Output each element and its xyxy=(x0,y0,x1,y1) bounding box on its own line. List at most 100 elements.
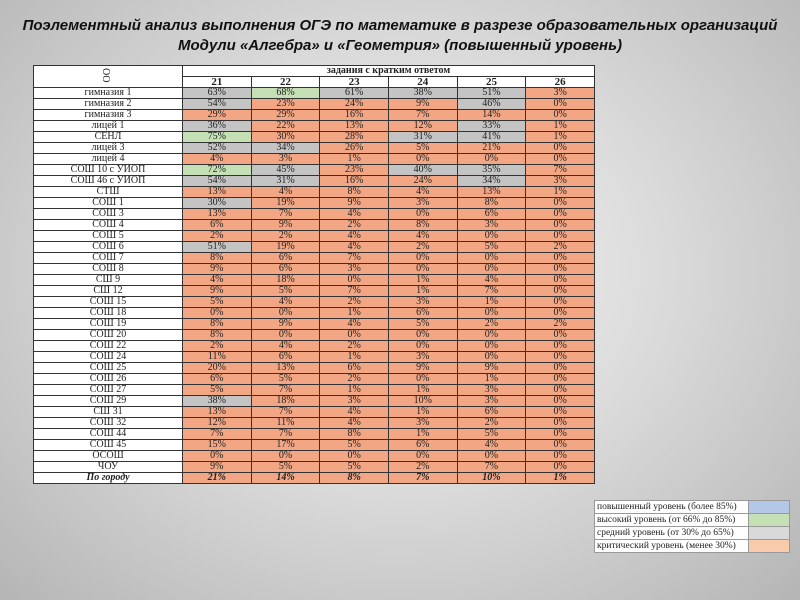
percent-cell: 23% xyxy=(250,98,321,110)
percent-cell: 13% xyxy=(319,120,389,132)
percent-cell: 8% xyxy=(387,219,458,231)
percent-cell: 3% xyxy=(525,87,595,99)
percent-cell: 38% xyxy=(387,87,458,99)
percent-cell: 2% xyxy=(525,241,595,253)
table-row: ОСОШ 0% 0% 0% 0% 0% 0% xyxy=(33,450,595,462)
percent-cell: 0% xyxy=(387,252,458,264)
percent-cell: 9% xyxy=(387,98,458,110)
percent-cell: 1% xyxy=(456,296,527,308)
percent-cell: 17% xyxy=(250,439,321,451)
percent-cell: 0% xyxy=(182,450,252,462)
percent-cell: 2% xyxy=(182,230,252,242)
percent-cell: 28% xyxy=(319,131,389,143)
percent-cell: 7% xyxy=(250,406,321,418)
group-header: задания с кратким ответом xyxy=(182,65,595,77)
school-name: СОШ 29 xyxy=(33,395,183,407)
percent-cell: 8% xyxy=(319,472,389,484)
percent-cell: 31% xyxy=(387,131,458,143)
percent-cell: 13% xyxy=(182,406,252,418)
legend-label: средний уровень (от 30% до 65%) xyxy=(594,526,749,540)
percent-cell: 0% xyxy=(525,274,595,286)
table-row: СОШ 24 11% 6% 1% 3% 0% 0% xyxy=(33,351,595,363)
percent-cell: 7% xyxy=(387,472,458,484)
table-row: СШ 9 4% 18% 0% 1% 4% 0% xyxy=(33,274,595,286)
percent-cell: 4% xyxy=(250,340,321,352)
percent-cell: 72% xyxy=(182,164,252,176)
table-row: СОШ 46 с УИОП 54% 31% 16% 24% 34% 3% xyxy=(33,175,595,187)
percent-cell: 1% xyxy=(387,274,458,286)
percent-cell: 6% xyxy=(250,351,321,363)
percent-cell: 7% xyxy=(319,285,389,297)
percent-cell: 41% xyxy=(456,131,527,143)
percent-cell: 9% xyxy=(182,285,252,297)
school-name: СТШ xyxy=(33,186,183,198)
percent-cell: 4% xyxy=(319,241,389,253)
school-name: СОШ 3 xyxy=(33,208,183,220)
percent-cell: 6% xyxy=(387,439,458,451)
table-row: СОШ 19 8% 9% 4% 5% 2% 2% xyxy=(33,318,595,330)
percent-cell: 3% xyxy=(387,197,458,209)
percent-cell: 18% xyxy=(250,395,321,407)
school-name: ЧОУ xyxy=(33,461,183,473)
percent-cell: 6% xyxy=(182,373,252,385)
percent-cell: 21% xyxy=(456,142,527,154)
percent-cell: 4% xyxy=(319,230,389,242)
percent-cell: 4% xyxy=(250,296,321,308)
percent-cell: 51% xyxy=(182,241,252,253)
percent-cell: 45% xyxy=(250,164,321,176)
percent-cell: 3% xyxy=(387,351,458,363)
percent-cell: 4% xyxy=(456,274,527,286)
percent-cell: 1% xyxy=(387,406,458,418)
results-table: ОО задания с кратким ответом 21 22 23 24 25 2… xyxy=(33,65,595,484)
percent-cell: 1% xyxy=(456,373,527,385)
percent-cell: 5% xyxy=(319,439,389,451)
school-name: По городу xyxy=(33,472,183,484)
table-row: СОШ 32 12% 11% 4% 3% 2% 0% xyxy=(33,417,595,429)
school-name: СОШ 7 xyxy=(33,252,183,264)
percent-cell: 54% xyxy=(182,175,252,187)
percent-cell: 9% xyxy=(387,362,458,374)
percent-cell: 2% xyxy=(456,318,527,330)
percent-cell: 9% xyxy=(319,197,389,209)
table-row: СОШ 6 51% 19% 4% 2% 5% 2% xyxy=(33,241,595,253)
column-header-22: 22 xyxy=(250,76,321,88)
percent-cell: 0% xyxy=(456,252,527,264)
school-name: СОШ 26 xyxy=(33,373,183,385)
percent-cell: 9% xyxy=(250,318,321,330)
percent-cell: 0% xyxy=(456,450,527,462)
school-name: СОШ 22 xyxy=(33,340,183,352)
percent-cell: 4% xyxy=(456,439,527,451)
percent-cell: 7% xyxy=(525,164,595,176)
percent-cell: 54% xyxy=(182,98,252,110)
percent-cell: 3% xyxy=(525,175,595,187)
percent-cell: 0% xyxy=(387,208,458,220)
legend-swatch xyxy=(748,500,790,514)
percent-cell: 0% xyxy=(456,307,527,319)
legend: повышенный уровень (более 85%) высокий ур… xyxy=(594,500,790,553)
percent-cell: 6% xyxy=(319,362,389,374)
table-row: СОШ 1 30% 19% 9% 3% 8% 0% xyxy=(33,197,595,209)
title-line-2: Модули «Алгебра» и «Геометрия» (повышенн… xyxy=(178,37,622,54)
percent-cell: 4% xyxy=(182,274,252,286)
percent-cell: 0% xyxy=(387,153,458,165)
percent-cell: 9% xyxy=(250,219,321,231)
percent-cell: 7% xyxy=(456,285,527,297)
percent-cell: 0% xyxy=(525,428,595,440)
percent-cell: 29% xyxy=(182,109,252,121)
percent-cell: 7% xyxy=(456,461,527,473)
percent-cell: 11% xyxy=(182,351,252,363)
percent-cell: 11% xyxy=(250,417,321,429)
percent-cell: 1% xyxy=(319,307,389,319)
school-name: СОШ 46 с УИОП xyxy=(33,175,183,187)
school-name: СОШ 18 xyxy=(33,307,183,319)
percent-cell: 61% xyxy=(319,87,389,99)
percent-cell: 7% xyxy=(182,428,252,440)
percent-cell: 0% xyxy=(525,98,595,110)
percent-cell: 0% xyxy=(525,109,595,121)
percent-cell: 8% xyxy=(319,186,389,198)
school-name: СШ 12 xyxy=(33,285,183,297)
percent-cell: 4% xyxy=(250,186,321,198)
table-row: СОШ 25 20% 13% 6% 9% 9% 0% xyxy=(33,362,595,374)
percent-cell: 2% xyxy=(319,296,389,308)
column-header-24: 24 xyxy=(387,76,458,88)
